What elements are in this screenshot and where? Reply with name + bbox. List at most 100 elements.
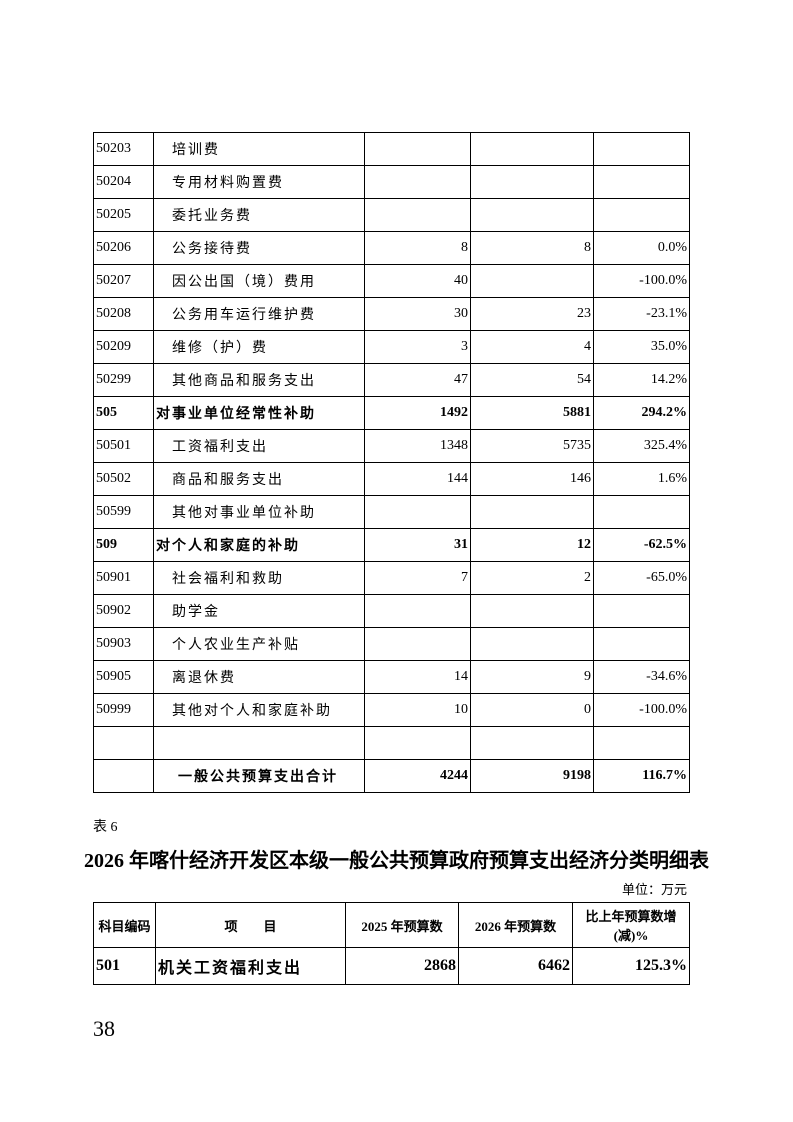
- cell-name: 离退休费: [153, 660, 365, 694]
- header-change: 比上年预算数增(减)%: [572, 902, 690, 948]
- cell-change: -65.0%: [593, 561, 690, 595]
- page-number: 38: [93, 1016, 115, 1041]
- cell-code: 50902: [93, 594, 154, 628]
- cell-change: -23.1%: [593, 297, 690, 331]
- cell-name: 其他对事业单位补助: [153, 495, 365, 529]
- cell-code: 50203: [93, 132, 154, 166]
- cell-name: 社会福利和救助: [153, 561, 365, 595]
- cell-change: [593, 495, 690, 529]
- header-2026: 2026 年预算数: [458, 902, 573, 948]
- cell-2025: 10: [364, 693, 471, 727]
- cell-name: 其他对个人和家庭补助: [153, 693, 365, 727]
- cell-2025: 47: [364, 363, 471, 397]
- table-row: 50502 商品和服务支出 144 146 1.6%: [93, 462, 690, 496]
- table-row: 50209 维修（护）费 3 4 35.0%: [93, 330, 690, 364]
- cell-name: 对个人和家庭的补助: [153, 528, 365, 562]
- header-2025: 2025 年预算数: [345, 902, 459, 948]
- cell-2026: 146: [470, 462, 594, 496]
- table-row: 50501 工资福利支出 1348 5735 325.4%: [93, 429, 690, 463]
- cell-2025: 14: [364, 660, 471, 694]
- cell-2026: [470, 264, 594, 298]
- cell-name: 公务用车运行维护费: [153, 297, 365, 331]
- cell-2026: 5735: [470, 429, 594, 463]
- table-row: 一般公共预算支出合计 4244 9198 116.7%: [93, 759, 690, 793]
- cell-2026: [470, 132, 594, 166]
- cell-2026: 9198: [470, 759, 594, 793]
- cell-change: -100.0%: [593, 693, 690, 727]
- cell-2026: 54: [470, 363, 594, 397]
- cell-code: 50207: [93, 264, 154, 298]
- cell-name: 专用材料购置费: [153, 165, 365, 199]
- cell-2025: 31: [364, 528, 471, 562]
- cell-code: [93, 726, 154, 760]
- cell-2026: 9: [470, 660, 594, 694]
- cell-name: 其他商品和服务支出: [153, 363, 365, 397]
- cell-code: 509: [93, 528, 154, 562]
- cell-2025: [364, 198, 471, 232]
- cell-name: 委托业务费: [153, 198, 365, 232]
- cell-2025: 2868: [345, 947, 459, 985]
- cell-change: -100.0%: [593, 264, 690, 298]
- cell-change: 116.7%: [593, 759, 690, 793]
- cell-code: 505: [93, 396, 154, 430]
- cell-2025: 40: [364, 264, 471, 298]
- cell-change: -62.5%: [593, 528, 690, 562]
- table-row: 505 对事业单位经常性补助 1492 5881 294.2%: [93, 396, 690, 430]
- budget-table-continued: 50203 培训费 50204 专用材料购置费 50205 委托业务费 50206 公务接待费…: [93, 132, 690, 793]
- cell-name: 工资福利支出: [153, 429, 365, 463]
- unit-label: 单位：万元: [621, 882, 687, 897]
- header-code: 科目编码: [93, 902, 156, 948]
- table-row: 50299 其他商品和服务支出 47 54 14.2%: [93, 363, 690, 397]
- cell-2026: [470, 594, 594, 628]
- cell-name: 商品和服务支出: [153, 462, 365, 496]
- table-row: 50203 培训费: [93, 132, 690, 166]
- table-row: 50205 委托业务费: [93, 198, 690, 232]
- cell-change: -34.6%: [593, 660, 690, 694]
- cell-2025: 7: [364, 561, 471, 595]
- cell-code: 50205: [93, 198, 154, 232]
- cell-2025: 4244: [364, 759, 471, 793]
- cell-change: 35.0%: [593, 330, 690, 364]
- table-row: 509 对个人和家庭的补助 31 12 -62.5%: [93, 528, 690, 562]
- cell-code: 50501: [93, 429, 154, 463]
- table-row: 50204 专用材料购置费: [93, 165, 690, 199]
- table-row: [93, 726, 690, 760]
- cell-name: 助学金: [153, 594, 365, 628]
- table-row: 50902 助学金: [93, 594, 690, 628]
- cell-code: 501: [93, 947, 156, 985]
- cell-2026: 23: [470, 297, 594, 331]
- table-label: 表 6: [93, 820, 118, 835]
- cell-2026: [470, 627, 594, 661]
- budget-table-6: 科目编码 项 目 2025 年预算数 2026 年预算数 比上年预算数增(减)%…: [93, 902, 690, 985]
- cell-2026: [470, 165, 594, 199]
- cell-change: 294.2%: [593, 396, 690, 430]
- table-row: 50208 公务用车运行维护费 30 23 -23.1%: [93, 297, 690, 331]
- cell-2026: 8: [470, 231, 594, 265]
- cell-code: 50901: [93, 561, 154, 595]
- cell-change: [593, 594, 690, 628]
- cell-change: 0.0%: [593, 231, 690, 265]
- cell-code: 50903: [93, 627, 154, 661]
- cell-2025: 8: [364, 231, 471, 265]
- cell-code: 50209: [93, 330, 154, 364]
- table-header-row: 科目编码 项 目 2025 年预算数 2026 年预算数 比上年预算数增(减)%: [93, 902, 690, 948]
- cell-2026: 6462: [458, 947, 573, 985]
- cell-name: 因公出国（境）费用: [153, 264, 365, 298]
- cell-code: 50999: [93, 693, 154, 727]
- table-row: 50206 公务接待费 8 8 0.0%: [93, 231, 690, 265]
- cell-2025: [364, 495, 471, 529]
- table-title: 2026 年喀什经济开发区本级一般公共预算政府预算支出经济分类明细表: [84, 850, 709, 872]
- cell-2026: 4: [470, 330, 594, 364]
- cell-2026: 5881: [470, 396, 594, 430]
- table-row: 50599 其他对事业单位补助: [93, 495, 690, 529]
- cell-code: 50599: [93, 495, 154, 529]
- cell-2025: [364, 165, 471, 199]
- cell-change: 325.4%: [593, 429, 690, 463]
- cell-2026: 0: [470, 693, 594, 727]
- cell-2025: [364, 726, 471, 760]
- cell-2025: 144: [364, 462, 471, 496]
- cell-code: 50905: [93, 660, 154, 694]
- cell-name: 机关工资福利支出: [155, 947, 346, 985]
- cell-2026: [470, 198, 594, 232]
